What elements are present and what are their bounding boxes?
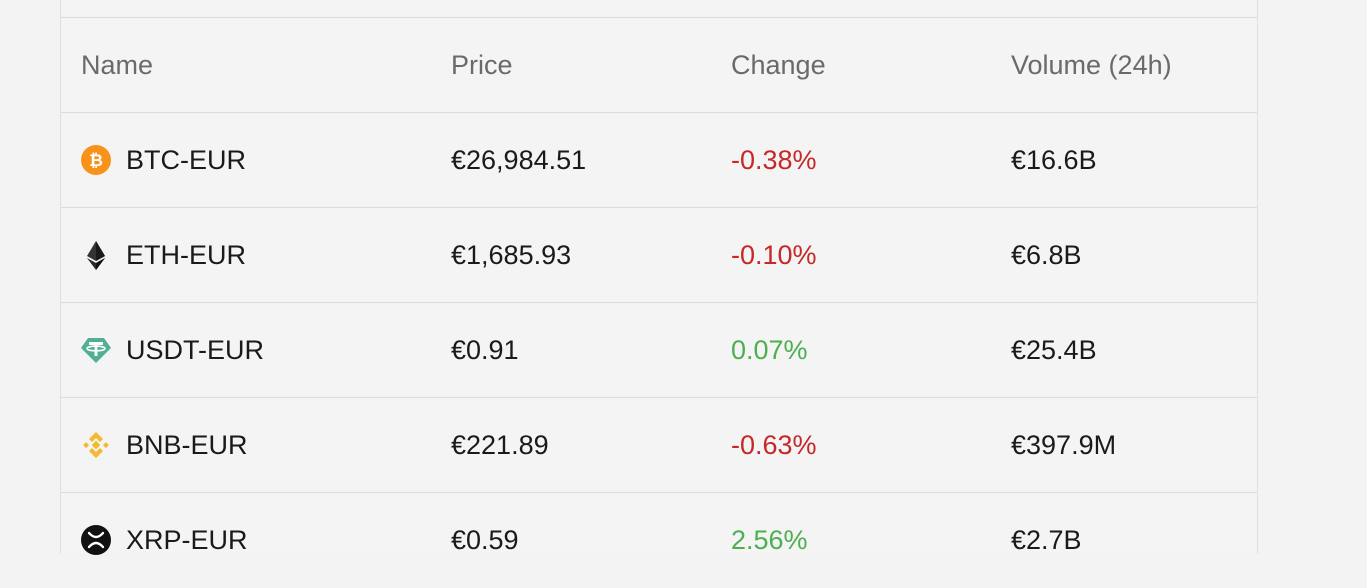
table-row[interactable]: ETH-EUR €1,685.93 -0.10% €6.8B	[61, 208, 1257, 303]
svg-text:₿: ₿	[89, 151, 103, 171]
change-value: -0.63%	[731, 430, 817, 460]
crypto-price-table: Name Price Change Volume (24h) ₿ BTC-EUR…	[60, 0, 1258, 555]
column-header-change[interactable]: Change	[731, 50, 826, 80]
change-value: 2.56%	[731, 525, 808, 555]
binance-coin-icon	[83, 432, 109, 458]
price-value: €0.59	[451, 525, 519, 555]
ethereum-icon	[87, 241, 105, 270]
table-row[interactable]: ₿ BTC-EUR €26,984.51 -0.38% €16.6B	[61, 113, 1257, 208]
change-value: -0.10%	[731, 240, 817, 270]
xrp-icon	[81, 525, 111, 555]
price-value: €0.91	[451, 335, 519, 365]
column-header-volume[interactable]: Volume (24h)	[1011, 50, 1172, 80]
volume-value: €6.8B	[1011, 240, 1082, 270]
column-header-price[interactable]: Price	[451, 50, 513, 80]
price-value: €26,984.51	[451, 145, 587, 175]
volume-value: €397.9M	[1011, 430, 1117, 460]
table-top-divider	[61, 17, 1257, 18]
pair-name[interactable]: USDT-EUR	[126, 335, 265, 365]
change-value: -0.38%	[731, 145, 817, 175]
pair-name[interactable]: BTC-EUR	[126, 145, 246, 175]
bitcoin-icon: ₿	[81, 145, 111, 175]
pair-name[interactable]: XRP-EUR	[126, 525, 248, 555]
tether-icon	[81, 338, 111, 363]
table-header-row: Name Price Change Volume (24h)	[61, 18, 1257, 113]
volume-value: €2.7B	[1011, 525, 1082, 555]
pair-name[interactable]: BNB-EUR	[126, 430, 248, 460]
price-value: €1,685.93	[451, 240, 572, 270]
volume-value: €25.4B	[1011, 335, 1097, 365]
table-row[interactable]: BNB-EUR €221.89 -0.63% €397.9M	[61, 398, 1257, 493]
column-header-name[interactable]: Name	[81, 50, 154, 80]
table-row[interactable]: USDT-EUR €0.91 0.07% €25.4B	[61, 303, 1257, 398]
pair-name[interactable]: ETH-EUR	[126, 240, 246, 270]
change-value: 0.07%	[731, 335, 808, 365]
table-row[interactable]: XRP-EUR €0.59 2.56% €2.7B	[61, 493, 1257, 588]
volume-value: €16.6B	[1011, 145, 1097, 175]
price-value: €221.89	[451, 430, 549, 460]
